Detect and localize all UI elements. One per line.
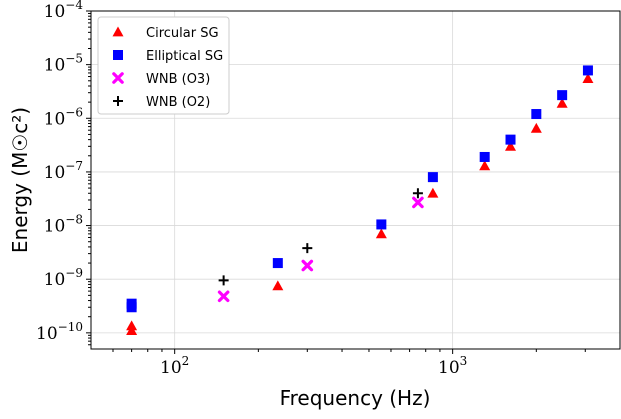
- legend-marker-circular-sg: [112, 26, 124, 37]
- elliptical-sg-point: [531, 109, 542, 120]
- x-axis-label: Frequency (Hz): [280, 386, 431, 410]
- elliptical-sg-point: [272, 258, 283, 269]
- elliptical-sg-point: [126, 298, 137, 309]
- wnb-o3-point: [301, 259, 314, 272]
- legend-box: [97, 16, 230, 115]
- elliptical-sg-point: [427, 172, 438, 183]
- legend-marker-elliptical-sg: [113, 50, 123, 60]
- data-points: [126, 65, 594, 336]
- wnb-o2-point: [302, 243, 313, 254]
- y-tick-label: 10−6: [44, 105, 83, 129]
- circular-sg-point: [375, 228, 387, 239]
- wnb-o3-point: [217, 290, 230, 303]
- legend-label-circular-sg: Circular SG: [146, 26, 219, 41]
- elliptical-sg-point: [557, 90, 568, 101]
- y-tick-label: 10−10: [36, 320, 83, 344]
- elliptical-sg-point: [376, 219, 387, 230]
- axis-ticks: [86, 10, 586, 354]
- legend-label-wnb-o3: WNB (O3): [146, 72, 210, 87]
- circular-sg-point: [126, 320, 138, 331]
- y-tick-label: 10−5: [44, 52, 83, 76]
- y-tick-label: 10−7: [44, 159, 83, 183]
- y-tick-label: 10−8: [44, 213, 83, 237]
- legend-label-wnb-o2: WNB (O2): [146, 95, 210, 110]
- y-axis-label: Energy (M☉c²): [8, 107, 32, 253]
- elliptical-sg-point: [505, 134, 516, 145]
- legend-label-elliptical-sg: Elliptical SG: [146, 49, 223, 64]
- wnb-o2-point: [218, 275, 229, 286]
- circular-sg-point: [505, 140, 517, 151]
- circular-sg-point: [556, 97, 568, 108]
- x-tick-label: 102: [160, 354, 189, 378]
- circular-sg-point: [530, 122, 542, 133]
- legend-marker-wnb-o2: [113, 96, 123, 106]
- wnb-o3-point: [412, 196, 424, 209]
- circular-sg-point: [427, 187, 439, 198]
- circular-sg-point: [479, 160, 491, 171]
- y-tick-label: 10−4: [44, 0, 84, 22]
- y-tick-label: 10−9: [44, 266, 83, 290]
- wnb-o2-point: [412, 188, 423, 199]
- elliptical-sg-point: [479, 151, 490, 162]
- circular-sg-point: [582, 73, 594, 83]
- elliptical-sg-point: [582, 65, 593, 76]
- legend: Circular SG Elliptical SG WNB (O3) WNB (O2): [97, 16, 230, 115]
- x-tick-label: 103: [438, 354, 467, 378]
- circular-sg-point: [272, 280, 284, 291]
- legend-marker-wnb-o3: [112, 72, 124, 84]
